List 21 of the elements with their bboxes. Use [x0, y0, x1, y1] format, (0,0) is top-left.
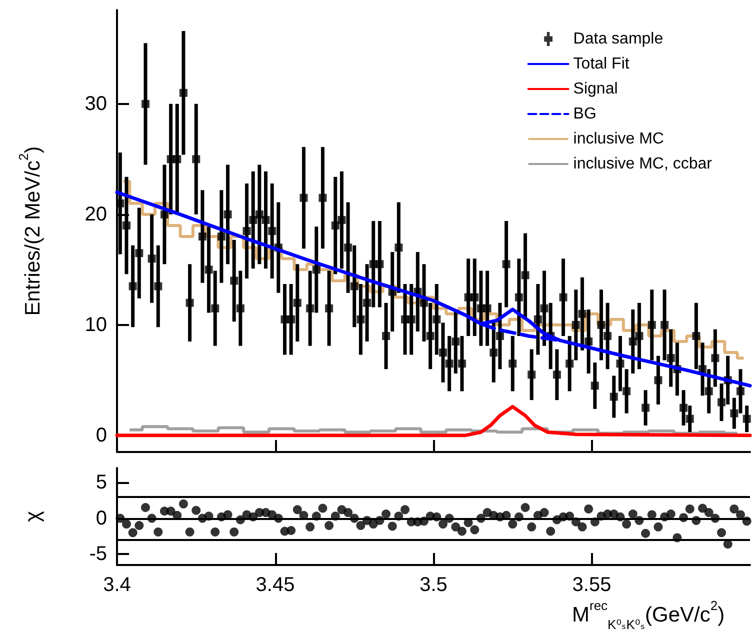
- legend-label: BG: [573, 106, 596, 122]
- y-tick-label: 0: [96, 424, 107, 446]
- y-tick-label: 5: [96, 471, 107, 494]
- x-tick-label: 3.55: [572, 574, 612, 596]
- legend-label: inclusive MC, ccbar: [573, 156, 713, 172]
- legend-label: inclusive MC: [573, 130, 664, 148]
- y-axis-title: Entries/(2 MeV/c2): [16, 146, 44, 316]
- y-tick-label: 30: [84, 92, 107, 115]
- x-tick-label: 3.5: [420, 574, 448, 596]
- line-series: [115, 190, 752, 388]
- x-tick-label: 3.4: [103, 574, 131, 596]
- line-series: [115, 404, 752, 438]
- legend-label: Total Fit: [573, 56, 630, 72]
- y-tick-label: 20: [84, 203, 107, 226]
- legend-label: Signal: [573, 80, 618, 98]
- x-tick-label: 3.45: [256, 574, 295, 596]
- legend-label: Data sample: [573, 30, 664, 48]
- y-tick-label: 0: [96, 507, 107, 530]
- y-axis-title: χ: [22, 510, 44, 522]
- y-tick-label: -5: [89, 543, 107, 566]
- y-tick-label: 10: [84, 314, 107, 336]
